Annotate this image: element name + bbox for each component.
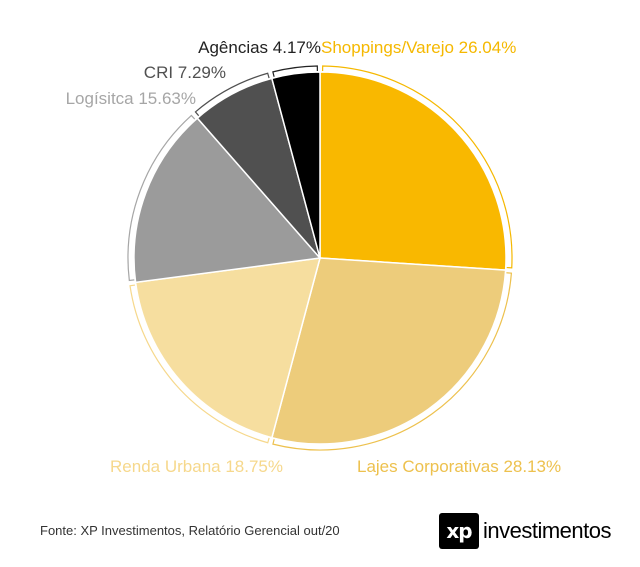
slice-labels: Shoppings/Varejo 26.04% Lajes Corporativ… bbox=[66, 38, 562, 476]
source-note: Fonte: XP Investimentos, Relatório Geren… bbox=[40, 523, 340, 538]
bracket-renda-urbana bbox=[129, 284, 270, 444]
pie-slice-shoppings-varejo bbox=[319, 71, 507, 271]
bracket-cri bbox=[194, 72, 270, 117]
bracket-agencias bbox=[272, 65, 318, 77]
bracket-lajes-corporativas bbox=[272, 272, 513, 451]
pie-slice-renda-urbana bbox=[134, 257, 322, 439]
label-lajes-corporativas: Lajes Corporativas 28.13% bbox=[357, 457, 561, 476]
label-agencias: Agências 4.17% bbox=[198, 38, 321, 57]
pie-slice-agencias bbox=[270, 71, 321, 259]
bracket-shoppings-varejo bbox=[322, 65, 513, 269]
xp-logo-word: investimentos bbox=[483, 518, 612, 543]
pie-slice-lajes-corporativas bbox=[270, 257, 507, 445]
pie-slice-logistica bbox=[133, 117, 322, 284]
label-renda-urbana: Renda Urbana 18.75% bbox=[110, 457, 283, 476]
pie-slices bbox=[133, 71, 507, 445]
bracket-logistica bbox=[127, 114, 196, 282]
label-cri: CRI 7.29% bbox=[144, 63, 226, 82]
label-logistica: Logísitca 15.63% bbox=[66, 89, 196, 108]
label-shoppings-varejo: Shoppings/Varejo 26.04% bbox=[321, 38, 516, 57]
label-brackets bbox=[127, 65, 513, 451]
xp-logo-mark: xp bbox=[439, 513, 479, 549]
xp-logo: xp investimentos bbox=[439, 511, 612, 551]
